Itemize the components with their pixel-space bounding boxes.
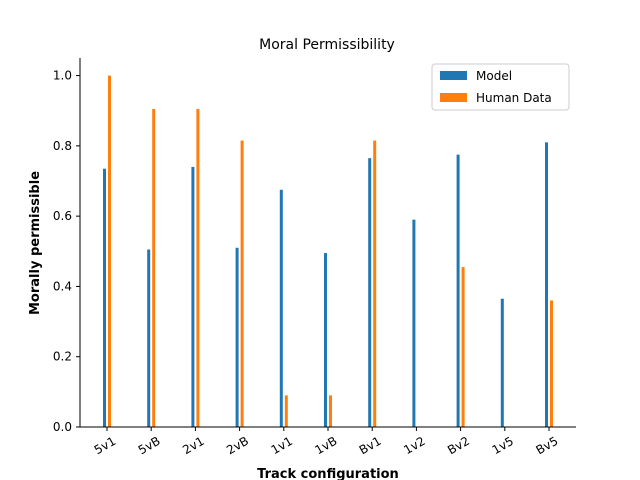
bar-human-data-5vb (152, 108, 156, 427)
y-tick-label: 0.6 (53, 209, 72, 223)
bar-human-data-1vb (329, 395, 332, 427)
x-tick-label: 5vB (136, 434, 163, 458)
x-tick-label: Bv2 (445, 434, 472, 458)
y-axis-label: Morally permissible (28, 171, 43, 315)
legend-label-human-data: Human Data (476, 91, 552, 105)
chart-title: Moral Permissibility (259, 37, 395, 53)
x-tick-label: 1vB (313, 434, 340, 458)
bar-model-2vb (235, 247, 239, 427)
bar-model-bv5 (545, 142, 548, 428)
bar-model-2v1 (191, 166, 195, 427)
bar-model-bv2 (456, 154, 460, 427)
legend-swatch-human-data (440, 93, 467, 102)
bar-model-5vb (147, 249, 151, 427)
x-tick-label: 1v5 (490, 434, 516, 457)
bar-human-data-1v1 (284, 395, 288, 427)
x-tick-label: 2vB (224, 434, 251, 458)
bar-model-1vb (324, 253, 327, 427)
bar-human-data-2vb (240, 140, 244, 428)
bar-model-1v1 (279, 189, 283, 427)
bar-model-bv1 (368, 158, 372, 427)
x-tick-label: 1v1 (269, 434, 295, 457)
bars-group (103, 75, 553, 428)
x-axis-label: Track configuration (257, 467, 399, 480)
bar-human-data-2v1 (196, 108, 200, 427)
legend-swatch-model (440, 71, 467, 80)
bar-model-1v5 (500, 298, 504, 427)
bar-human-data-bv2 (461, 267, 465, 427)
x-tick-label: Bv1 (357, 434, 384, 458)
x-tick-label: 1v2 (401, 434, 427, 457)
x-tick-label: Bv5 (534, 434, 561, 458)
y-tick-label: 0.0 (53, 420, 72, 434)
bar-model-5v1 (103, 168, 106, 427)
x-ticks-group: 5v1 5vB 2v1 2vB 1v1 1vB Bv1 1v2 Bv2 1v5 Bv5 (92, 427, 561, 458)
y-tick-label: 0.4 (53, 279, 72, 293)
y-tick-label: 0.8 (53, 139, 72, 153)
legend: Model Human Data (431, 63, 570, 111)
y-tick-label: 1.0 (53, 69, 72, 83)
x-tick-label: 5v1 (92, 434, 118, 457)
y-ticks-group: 0.0 0.2 0.4 0.6 0.8 1.0 (53, 69, 80, 434)
bar-human-data-5v1 (108, 75, 111, 428)
y-tick-label: 0.2 (53, 350, 72, 364)
bar-human-data-bv5 (550, 300, 553, 427)
bar-model-1v2 (412, 219, 416, 427)
bar-human-data-bv1 (373, 140, 377, 428)
x-tick-label: 2v1 (180, 434, 206, 457)
legend-label-model: Model (476, 69, 512, 83)
